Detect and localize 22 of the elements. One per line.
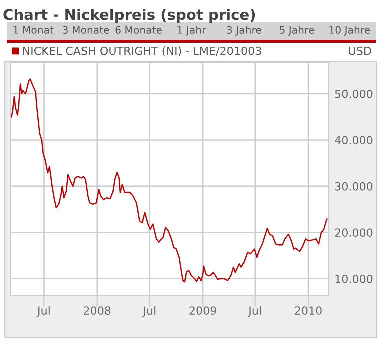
line-series — [11, 78, 328, 283]
x-tick-label: 2009 — [190, 306, 216, 315]
text: 10 Jahre — [330, 26, 370, 36]
x-tick-label: Jul — [142, 306, 156, 318]
x-tick-label: Jul — [248, 306, 262, 318]
chart-title: Chart - Nickelpreis (spot price) — [4, 8, 256, 24]
x-tick-label: Jul — [36, 306, 50, 318]
text: 3 Jahre — [227, 26, 262, 36]
text: 1 Jahr — [178, 26, 206, 36]
legend-label: NICKEL CASH OUTRIGHT (NI) - LME/201003 — [23, 46, 262, 57]
x-tick-label: 2008 — [84, 306, 111, 315]
text: 1 Monat — [14, 26, 54, 34]
text: 6 Monate — [116, 26, 162, 34]
y-tick-label: 40.000 — [335, 136, 373, 145]
y-tick-label: 50.000 — [335, 90, 373, 98]
y-tick-label: 30.000 — [335, 182, 373, 191]
y-tick-label: 20.000 — [335, 228, 373, 238]
y-tick-label: 10.000 — [336, 274, 373, 284]
text: USD — [349, 46, 372, 56]
x-tick-label: 2010 — [295, 306, 322, 315]
text: 3 Monate — [63, 26, 110, 34]
text: 5 Jahre — [280, 26, 314, 36]
